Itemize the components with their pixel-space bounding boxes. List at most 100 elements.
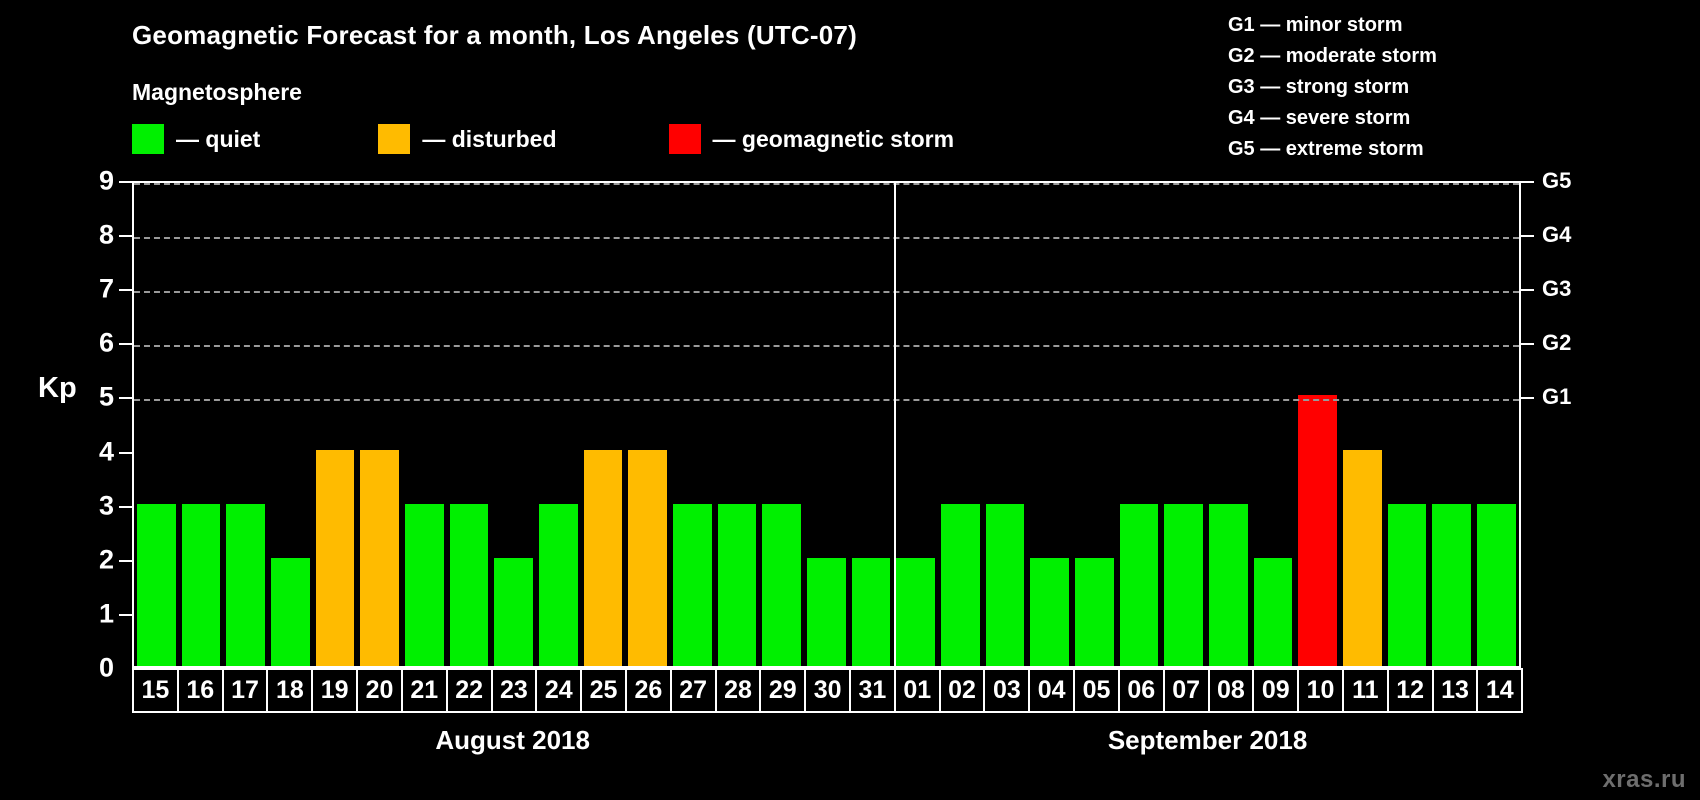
date-cell-06[interactable]: 06 (1117, 668, 1165, 713)
date-cell-31[interactable]: 31 (849, 668, 896, 713)
date-cell-18[interactable]: 18 (266, 668, 314, 713)
y-axis-title: Kp (38, 372, 77, 404)
date-cell-16[interactable]: 16 (176, 668, 224, 713)
bar-slot (893, 183, 938, 666)
date-cell-23[interactable]: 23 (490, 668, 538, 713)
bar-slot (983, 183, 1028, 666)
date-cell-07[interactable]: 07 (1162, 668, 1210, 713)
bar-03[interactable] (985, 503, 1025, 666)
legend-entry-quiet: — quiet (132, 124, 260, 154)
bar-slot (1161, 183, 1206, 666)
g-tick-mark-G3 (1521, 289, 1534, 292)
date-cell-label: 21 (410, 676, 439, 704)
date-cell-30[interactable]: 30 (804, 668, 851, 713)
date-cell-14[interactable]: 14 (1476, 668, 1524, 713)
date-cell-25[interactable]: 25 (580, 668, 627, 713)
date-cell-label: 28 (724, 676, 752, 704)
date-cell-label: 09 (1261, 676, 1290, 704)
g-tick-label-G4: G4 (1542, 222, 1572, 248)
bar-23[interactable] (494, 557, 534, 666)
bar-02[interactable] (941, 503, 980, 666)
month-caption-september: September 2018 (1107, 725, 1308, 755)
bar-18[interactable] (271, 557, 310, 666)
date-cell-label: 01 (903, 676, 932, 704)
date-cell-label: 04 (1037, 676, 1066, 704)
bar-24[interactable] (539, 503, 578, 666)
bar-20[interactable] (360, 449, 400, 666)
bar-14[interactable] (1477, 503, 1516, 666)
date-cell-22[interactable]: 22 (445, 668, 493, 713)
y-tick-mark-9 (119, 181, 132, 183)
date-cell-15[interactable]: 15 (132, 668, 179, 713)
y-tick-label-1: 1 (98, 598, 114, 629)
bar-slot (1295, 183, 1340, 666)
date-cell-label: 15 (141, 676, 170, 704)
date-cell-21[interactable]: 21 (400, 668, 448, 713)
bar-12[interactable] (1387, 503, 1427, 666)
date-cell-label: 19 (320, 676, 349, 704)
bar-09[interactable] (1253, 557, 1293, 666)
bar-16[interactable] (181, 503, 221, 666)
y-tick-label-4: 4 (98, 436, 114, 467)
date-cell-20[interactable]: 20 (356, 668, 403, 713)
bar-22[interactable] (449, 503, 489, 666)
bar-08[interactable] (1209, 503, 1248, 666)
bar-31[interactable] (851, 557, 891, 666)
bar-29[interactable] (762, 503, 802, 666)
date-cell-17[interactable]: 17 (221, 668, 269, 713)
date-cell-10[interactable]: 10 (1297, 668, 1344, 713)
bar-11[interactable] (1343, 449, 1382, 666)
date-cell-02[interactable]: 02 (938, 668, 986, 713)
bar-04[interactable] (1030, 557, 1070, 666)
bar-slot (491, 183, 536, 666)
date-cell-05[interactable]: 05 (1073, 668, 1120, 713)
date-cell-label: 20 (365, 676, 394, 704)
bar-slot (268, 183, 313, 666)
g-legend-row-g4: G4 — severe storm (1228, 107, 1411, 129)
date-cell-13[interactable]: 13 (1431, 668, 1479, 713)
bar-slot (1385, 183, 1430, 666)
date-cell-01[interactable]: 01 (893, 668, 941, 713)
bar-01[interactable] (896, 557, 936, 666)
bar-06[interactable] (1119, 503, 1159, 666)
date-cell-11[interactable]: 11 (1341, 668, 1389, 713)
bar-19[interactable] (315, 449, 355, 666)
date-cell-label: 02 (948, 676, 976, 704)
bar-slot (536, 183, 581, 666)
date-cell-12[interactable]: 12 (1386, 668, 1434, 713)
date-cell-04[interactable]: 04 (1028, 668, 1076, 713)
date-cell-08[interactable]: 08 (1207, 668, 1255, 713)
date-cell-26[interactable]: 26 (624, 668, 672, 713)
month-caption-august: August 2018 (435, 725, 590, 755)
bar-28[interactable] (717, 503, 757, 666)
bar-17[interactable] (226, 503, 266, 666)
bar-30[interactable] (807, 557, 846, 666)
bar-slot (1474, 183, 1519, 666)
bar-15[interactable] (137, 503, 176, 666)
date-cell-09[interactable]: 09 (1252, 668, 1300, 713)
date-cell-19[interactable]: 19 (311, 668, 359, 713)
date-cell-29[interactable]: 29 (759, 668, 807, 713)
legend-swatch-storm (668, 124, 701, 154)
bar-07[interactable] (1164, 503, 1204, 666)
magnetosphere-label: Magnetosphere (132, 79, 302, 105)
bar-27[interactable] (673, 503, 712, 666)
gridline-kp-6 (134, 345, 1519, 348)
bar-25[interactable] (583, 449, 623, 666)
bar-05[interactable] (1075, 557, 1114, 666)
g-scale-legend: G1 — minor storm G2 — moderate storm G3 — … (1228, 10, 1437, 165)
bar-26[interactable] (628, 449, 668, 666)
date-cell-28[interactable]: 28 (714, 668, 762, 713)
y-tick-mark-8 (119, 235, 132, 238)
date-cell-03[interactable]: 03 (983, 668, 1031, 713)
y-tick-label-8: 8 (98, 219, 114, 250)
bar-10[interactable] (1298, 395, 1338, 666)
date-cell-24[interactable]: 24 (535, 668, 583, 713)
bar-13[interactable] (1432, 503, 1472, 666)
bar-slot (223, 183, 268, 666)
g-tick-label-G1: G1 (1542, 384, 1572, 410)
bar-slot (1206, 183, 1251, 666)
legend-label-quiet: — quiet (176, 125, 261, 152)
bar-21[interactable] (405, 503, 444, 666)
date-cell-27[interactable]: 27 (669, 668, 717, 713)
